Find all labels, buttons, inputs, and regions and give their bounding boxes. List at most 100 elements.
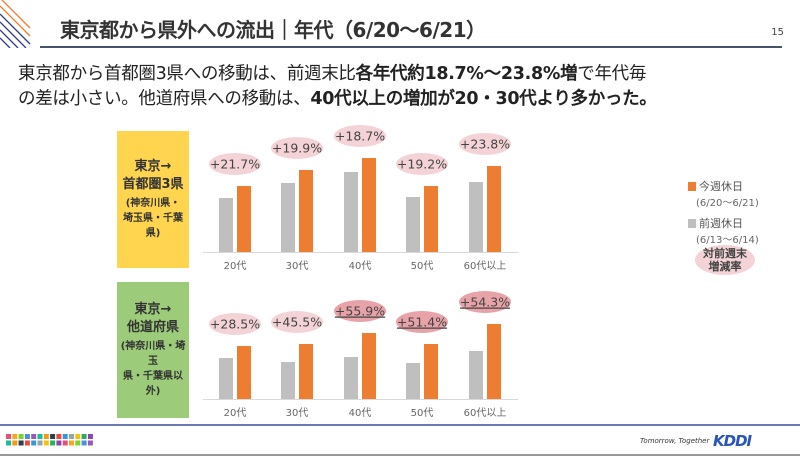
decor-square xyxy=(43,440,49,446)
panel-title: 首都圏3県 xyxy=(122,177,184,192)
decor-square xyxy=(12,434,18,439)
panel-label-metro: 東京→ 首都圏3県 (神奈川県・ 埼玉県・千葉県) xyxy=(117,131,189,268)
category-label: 60代以上 xyxy=(464,260,507,272)
change-rate-label: +28.5% xyxy=(210,317,260,332)
category-label: 50代 xyxy=(411,407,434,419)
change-rate-bubble xyxy=(271,311,323,333)
legend-dates: (6/20〜6/21) xyxy=(696,198,759,209)
change-rate-label: +51.4% xyxy=(397,315,447,330)
decor-square xyxy=(62,434,68,439)
decor-square xyxy=(75,434,81,439)
lead-text: 東京都から首都圏3県への移動は、前週末比各年代約18.7%〜23.8%増で年代毎… xyxy=(18,62,657,112)
decor-square xyxy=(87,434,93,439)
decor-square xyxy=(31,440,37,446)
bar-this-week xyxy=(237,186,251,252)
bar-last-week xyxy=(344,172,358,252)
decor-square xyxy=(6,434,11,439)
decor-square xyxy=(18,440,24,446)
bar-this-week xyxy=(362,158,376,252)
bar-last-week xyxy=(344,357,358,399)
slide-title: 東京都から県外への流出｜年代（6/20〜6/21） xyxy=(60,18,486,42)
change-rate-bubble xyxy=(334,300,386,322)
category-label: 30代 xyxy=(286,260,309,272)
change-rate-bubble xyxy=(209,153,261,175)
legend-dates: (6/13〜6/14) xyxy=(696,235,759,246)
bar-last-week xyxy=(219,358,233,399)
change-rate-bubble xyxy=(271,137,323,159)
decor-square xyxy=(6,440,11,446)
panel-title: 東京→ xyxy=(134,159,172,174)
lead-text-emphasis: 各年代約18.7%〜23.8%増 xyxy=(355,64,578,84)
change-rate-bubble xyxy=(459,291,511,313)
decor-square xyxy=(24,440,30,446)
category-label: 20代 xyxy=(224,260,247,272)
change-rate-bubble xyxy=(209,313,261,335)
decor-square xyxy=(12,440,18,446)
decor-square xyxy=(56,440,62,446)
change-rate-label: +23.8% xyxy=(460,137,510,152)
panel-subtitle: (神奈川県・ 埼玉県・千葉県) xyxy=(123,198,183,239)
category-label: 40代 xyxy=(349,407,372,419)
page-number: 15 xyxy=(771,27,784,38)
decor-square xyxy=(81,440,87,446)
change-rate-label: +45.5% xyxy=(272,315,322,330)
bar-last-week xyxy=(219,198,233,252)
legend-swatch-last-week xyxy=(688,218,696,228)
footer-bottom-rule xyxy=(0,454,800,456)
bar-last-week xyxy=(469,351,483,399)
lead-text-part: 東京都から首都圏3県への移動は、前週末比 xyxy=(18,64,356,84)
panel-title: 東京→ xyxy=(134,302,172,317)
lead-text-part: で年代毎 xyxy=(577,64,647,84)
change-rate-label: +19.2% xyxy=(397,157,447,172)
decor-square xyxy=(75,440,81,446)
bar-last-week xyxy=(469,182,483,252)
decor-square xyxy=(31,434,37,439)
bar-this-week xyxy=(424,186,438,252)
footer-divider xyxy=(0,424,800,426)
decor-square xyxy=(50,440,56,446)
decor-square xyxy=(87,440,93,446)
bar-this-week xyxy=(487,324,501,399)
change-rate-label: +54.3% xyxy=(460,295,510,310)
lead-text-emphasis: 40代以上の増加が20・30代より多かった。 xyxy=(310,89,657,109)
tagline: Tomorrow, Together xyxy=(640,437,710,445)
bar-this-week xyxy=(237,346,251,399)
decor-square xyxy=(24,434,30,439)
category-label: 60代以上 xyxy=(464,407,507,419)
panel-subtitle: (神奈川県・埼玉 県・千葉県以外) xyxy=(120,341,186,397)
decor-square xyxy=(81,434,87,439)
bar-this-week xyxy=(299,170,313,252)
category-label: 40代 xyxy=(349,260,372,272)
change-rate-bubble xyxy=(459,133,511,155)
change-rate-label: +21.7% xyxy=(210,157,260,172)
kddi-logo: KDDI xyxy=(713,432,752,450)
change-rate-bubble xyxy=(396,311,448,333)
legend: 今週休日 (6/20〜6/21) 前週休日 (6/13〜6/14) xyxy=(688,178,759,252)
category-label: 30代 xyxy=(286,407,309,419)
panel-title: 他道府県 xyxy=(126,320,179,335)
bar-this-week xyxy=(487,166,501,252)
color-squares-decoration xyxy=(6,434,93,446)
bar-last-week xyxy=(281,362,295,399)
bar-this-week xyxy=(362,333,376,399)
rate-legend-bubble: 対前週末 増減率 xyxy=(695,245,755,275)
change-rate-label: +19.9% xyxy=(272,141,322,156)
change-rate-bubble xyxy=(334,125,386,147)
change-rate-label: +55.9% xyxy=(335,304,385,319)
legend-label: 今週休日 xyxy=(699,180,743,193)
change-rate-label: +18.7% xyxy=(335,129,385,144)
decor-square xyxy=(37,434,43,439)
decor-square xyxy=(18,434,24,439)
bar-last-week xyxy=(406,197,420,252)
bar-this-week xyxy=(299,344,313,399)
legend-label: 前週休日 xyxy=(699,217,743,230)
legend-swatch-this-week xyxy=(688,181,696,191)
decor-square xyxy=(56,434,62,439)
bar-last-week xyxy=(281,183,295,252)
bar-last-week xyxy=(406,363,420,399)
corner-stripes-decoration xyxy=(0,0,31,48)
category-label: 20代 xyxy=(224,407,247,419)
decor-square xyxy=(69,440,74,446)
category-label: 50代 xyxy=(411,260,434,272)
